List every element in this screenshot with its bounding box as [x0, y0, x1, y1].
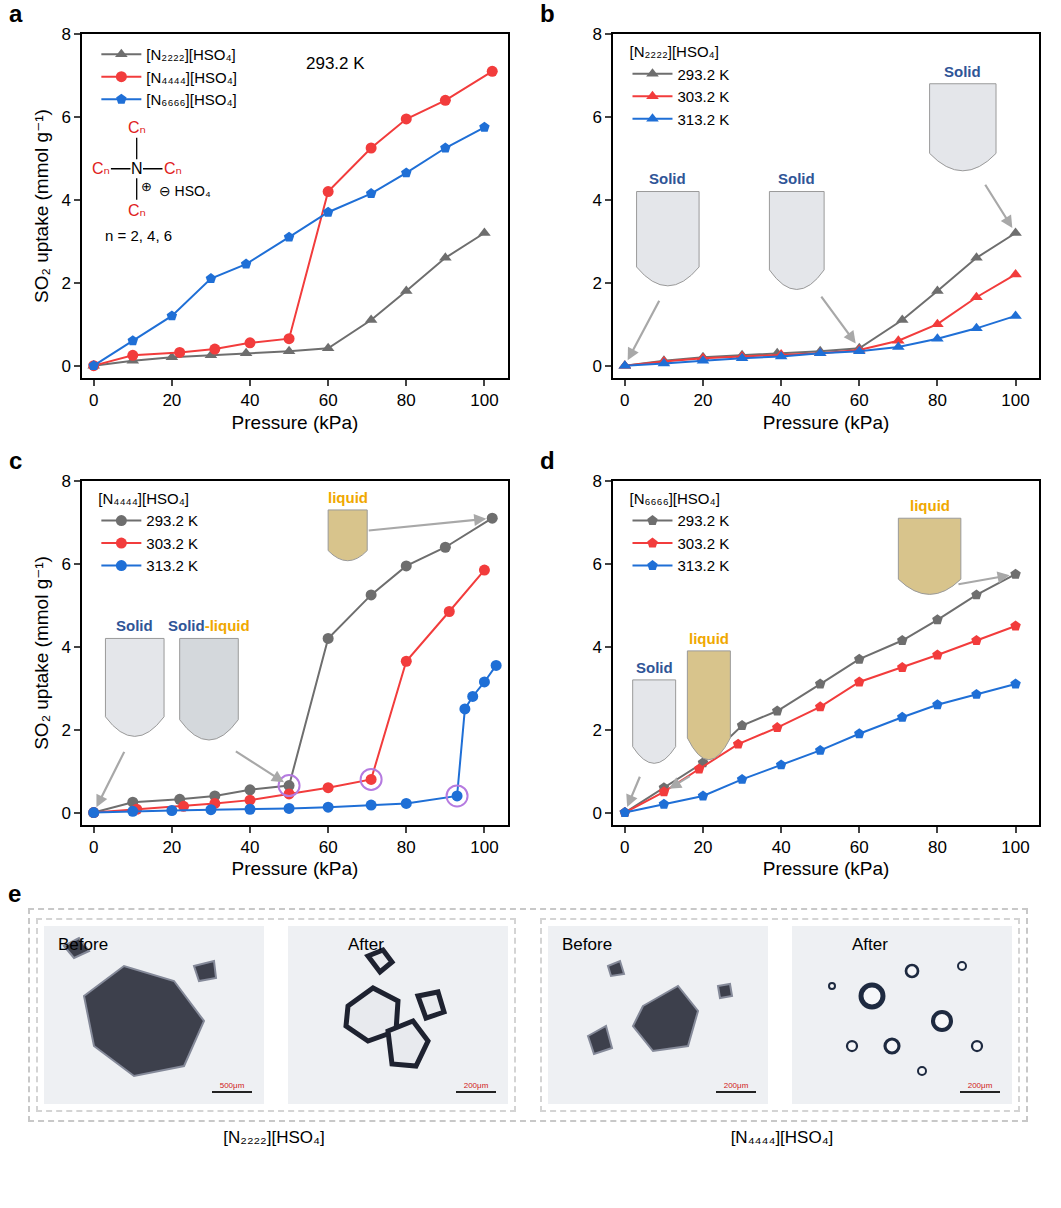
- svg-text:60: 60: [850, 838, 869, 857]
- svg-text:60: 60: [319, 391, 338, 410]
- svg-text:4: 4: [61, 638, 70, 657]
- svg-text:60: 60: [319, 838, 338, 857]
- svg-text:2: 2: [61, 274, 70, 293]
- svg-text:⊖ HSO₄: ⊖ HSO₄: [159, 183, 211, 199]
- svg-text:SO₂ uptake (mmol g⁻¹): SO₂ uptake (mmol g⁻¹): [31, 109, 52, 303]
- svg-text:4: 4: [593, 191, 602, 210]
- svg-text:liquid: liquid: [328, 489, 368, 506]
- svg-text:n = 2, 4, 6: n = 2, 4, 6: [105, 227, 172, 244]
- svg-text:100: 100: [470, 391, 498, 410]
- svg-text:40: 40: [772, 391, 791, 410]
- svg-text:Pressure (kPa): Pressure (kPa): [763, 858, 890, 879]
- html-text:[N₄₄₄₄][HSO₄]: [N₄₄₄₄][HSO₄]: [730, 1128, 834, 1147]
- svg-text:313.2 K: 313.2 K: [677, 111, 729, 128]
- svg-text:4: 4: [61, 191, 70, 210]
- html-text:e: e: [8, 880, 22, 907]
- svg-text:[N₄₄₄₄][HSO₄]: [N₄₄₄₄][HSO₄]: [98, 490, 189, 507]
- svg-text:Before: Before: [562, 935, 612, 954]
- svg-text:20: 20: [694, 391, 713, 410]
- svg-text:20: 20: [162, 838, 181, 857]
- svg-text:Before: Before: [58, 935, 108, 954]
- svg-text:40: 40: [241, 838, 260, 857]
- svg-text:SO₂ uptake (mmol g⁻¹): SO₂ uptake (mmol g⁻¹): [31, 556, 52, 750]
- svg-text:80: 80: [928, 391, 947, 410]
- svg-text:8: 8: [61, 472, 70, 491]
- svg-text:0: 0: [593, 804, 602, 823]
- svg-text:[N₂₂₂₂][HSO₄]: [N₂₂₂₂][HSO₄]: [629, 43, 718, 60]
- svg-text:100: 100: [1001, 838, 1029, 857]
- svg-text:40: 40: [241, 391, 260, 410]
- svg-text:303.2 K: 303.2 K: [677, 88, 729, 105]
- svg-text:2: 2: [593, 721, 602, 740]
- svg-text:60: 60: [850, 391, 869, 410]
- svg-text:Pressure (kPa): Pressure (kPa): [232, 858, 359, 879]
- svg-text:0: 0: [620, 391, 629, 410]
- html-text:[N₂₂₂₂][HSO₄]: [N₂₂₂₂][HSO₄]: [223, 1128, 325, 1147]
- svg-text:a: a: [9, 0, 23, 27]
- svg-text:⊕: ⊕: [141, 179, 152, 194]
- svg-text:4: 4: [593, 638, 602, 657]
- svg-text:80: 80: [397, 838, 416, 857]
- svg-text:Pressure (kPa): Pressure (kPa): [232, 412, 359, 433]
- svg-text:2: 2: [61, 721, 70, 740]
- svg-text:6: 6: [593, 108, 602, 127]
- svg-text:Cₙ: Cₙ: [128, 119, 146, 136]
- svg-text:293.2 K: 293.2 K: [677, 512, 729, 529]
- svg-text:8: 8: [593, 472, 602, 491]
- svg-text:Solid: Solid: [944, 63, 981, 80]
- svg-text:[N₂₂₂₂][HSO₄]: [N₂₂₂₂][HSO₄]: [146, 46, 235, 63]
- svg-text:0: 0: [89, 838, 98, 857]
- svg-text:liquid: liquid: [689, 630, 729, 647]
- svg-text:Cₙ: Cₙ: [92, 160, 110, 177]
- svg-text:100: 100: [1001, 391, 1029, 410]
- svg-text:0: 0: [89, 391, 98, 410]
- svg-text:6: 6: [61, 555, 70, 574]
- svg-text:liquid: liquid: [910, 497, 950, 514]
- svg-text:200μm: 200μm: [464, 1081, 489, 1090]
- svg-text:Cₙ: Cₙ: [128, 202, 146, 219]
- svg-text:6: 6: [61, 108, 70, 127]
- svg-text:[N₄₄₄₄][HSO₄]: [N₄₄₄₄][HSO₄]: [146, 69, 237, 86]
- svg-text:6: 6: [593, 555, 602, 574]
- svg-text:200μm: 200μm: [968, 1081, 993, 1090]
- svg-text:313.2 K: 313.2 K: [677, 557, 729, 574]
- svg-text:0: 0: [61, 357, 70, 376]
- svg-text:500μm: 500μm: [220, 1081, 245, 1090]
- svg-text:80: 80: [397, 391, 416, 410]
- svg-text:0: 0: [593, 357, 602, 376]
- svg-text:[N₆₆₆₆][HSO₄]: [N₆₆₆₆][HSO₄]: [629, 490, 719, 507]
- svg-text:After: After: [852, 935, 888, 954]
- svg-text:20: 20: [694, 838, 713, 857]
- svg-text:2: 2: [593, 274, 602, 293]
- svg-text:100: 100: [470, 838, 498, 857]
- svg-text:303.2 K: 303.2 K: [677, 535, 729, 552]
- svg-text:0: 0: [61, 804, 70, 823]
- svg-text:Solid-liquid: Solid-liquid: [168, 617, 250, 634]
- svg-text:20: 20: [162, 391, 181, 410]
- svg-text:40: 40: [772, 838, 791, 857]
- svg-text:N: N: [131, 160, 143, 177]
- svg-text:80: 80: [928, 838, 947, 857]
- svg-text:293.2 K: 293.2 K: [677, 66, 729, 83]
- svg-text:313.2 K: 313.2 K: [146, 557, 198, 574]
- svg-text:b: b: [540, 0, 555, 27]
- svg-text:8: 8: [593, 25, 602, 44]
- svg-text:d: d: [540, 447, 555, 474]
- svg-text:200μm: 200μm: [724, 1081, 749, 1090]
- svg-text:293.2 K: 293.2 K: [306, 54, 365, 73]
- svg-text:Solid: Solid: [636, 659, 673, 676]
- svg-text:Solid: Solid: [649, 170, 686, 187]
- svg-text:Solid: Solid: [116, 617, 153, 634]
- svg-text:After: After: [348, 935, 384, 954]
- svg-text:[N₆₆₆₆][HSO₄]: [N₆₆₆₆][HSO₄]: [146, 91, 236, 108]
- svg-text:0: 0: [620, 838, 629, 857]
- svg-text:303.2 K: 303.2 K: [146, 535, 198, 552]
- svg-text:8: 8: [61, 25, 70, 44]
- svg-text:293.2 K: 293.2 K: [146, 512, 198, 529]
- svg-text:Cₙ: Cₙ: [164, 160, 182, 177]
- svg-text:Pressure (kPa): Pressure (kPa): [763, 412, 890, 433]
- svg-text:c: c: [9, 447, 22, 474]
- svg-text:Solid: Solid: [778, 170, 815, 187]
